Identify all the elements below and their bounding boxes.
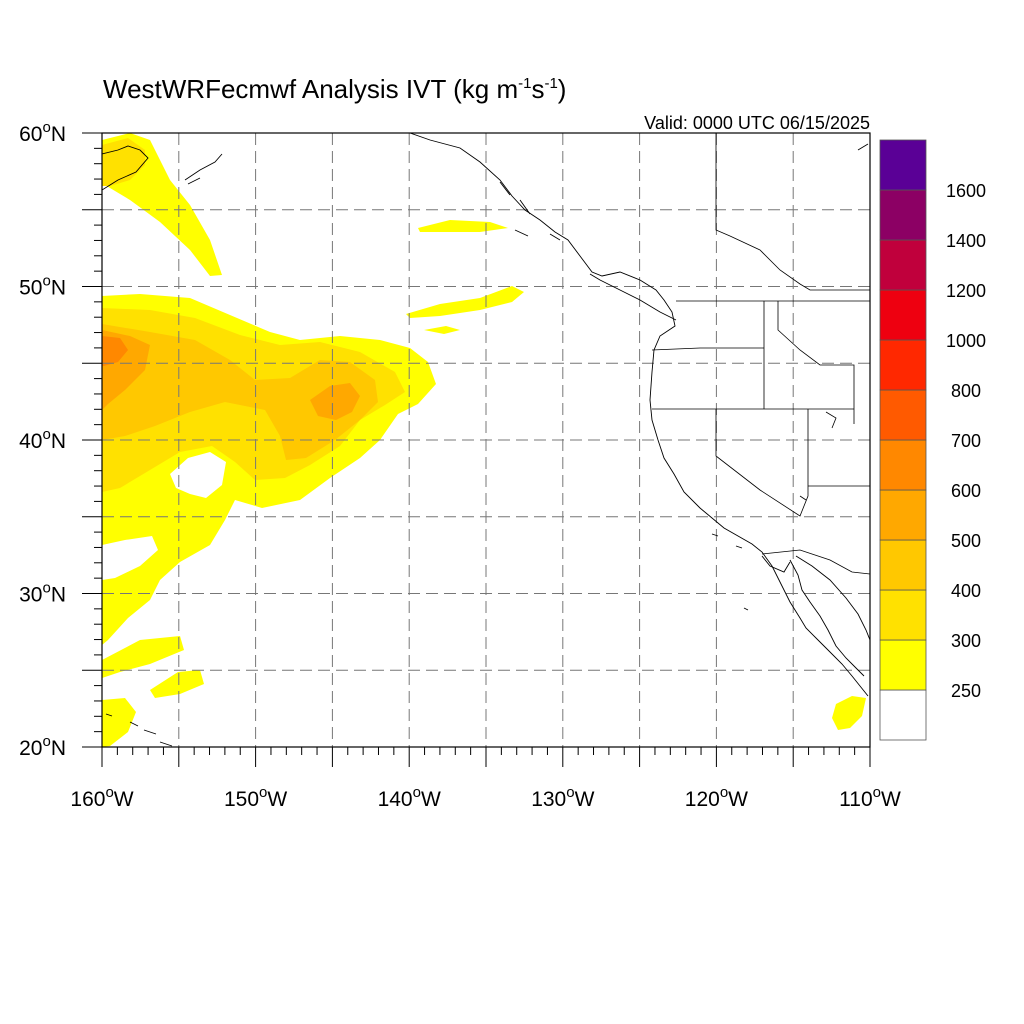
coastlines [102, 133, 870, 747]
colorbar-label: 700 [951, 431, 981, 451]
border-washington-oregon [651, 347, 764, 351]
ivt-region-sub-tropics-2 [150, 670, 204, 698]
colorbar-box [879, 139, 927, 191]
lon-tick-label: 140oW [378, 784, 441, 811]
colorbar-label: 500 [951, 531, 981, 551]
ivt-gap-2 [102, 536, 158, 580]
lat-tick-label: 30oN [19, 580, 66, 607]
lon-tick-label: 120oW [685, 784, 748, 811]
lat-tick-label: 40oN [19, 426, 66, 453]
ivt-region-north-300 [102, 138, 145, 186]
border-lake [799, 411, 837, 501]
ivt-region-ar-600 [102, 336, 128, 366]
chart-title: WestWRFecmwf Analysis IVT (kg m-1s-1) [103, 74, 566, 104]
colorbar-label: 1400 [946, 231, 986, 251]
colorbar-label: 1200 [946, 281, 986, 301]
colorbar-box [879, 339, 927, 391]
colorbar-box [879, 539, 927, 591]
lon-tick-label: 160oW [70, 784, 133, 811]
border-nevada [715, 409, 809, 517]
ivt-region-sub-tropics [102, 636, 184, 678]
lon-tick-label: 130oW [531, 784, 594, 811]
coastline-channel-islands [711, 533, 749, 611]
colorbar-label: 400 [951, 581, 981, 601]
lon-tick-label: 150oW [224, 784, 287, 811]
colorbar-label: 600 [951, 481, 981, 501]
colorbar-label: 1600 [946, 181, 986, 201]
colorbar-label: 800 [951, 381, 981, 401]
colorbar-box [879, 189, 927, 241]
ivt-region-mexico [832, 696, 866, 730]
colorbar-box [879, 389, 927, 441]
coastline-north-america [409, 133, 869, 697]
ivt-region-streak-c [424, 326, 460, 334]
colorbar-label: 300 [951, 631, 981, 651]
border-us-mexico [761, 549, 870, 575]
coastline-hawaii [105, 713, 173, 747]
colorbar: 250 300 400 500 600 700 800 1000 1200 1400 1600 [879, 139, 986, 741]
ivt-region-ar-400 [102, 324, 378, 460]
colorbar-label: 1000 [946, 331, 986, 351]
colorbar-box [879, 489, 927, 541]
map-panel [82, 132, 871, 767]
valid-time-label: Valid: 0000 UTC 06/15/2025 [644, 113, 870, 133]
ivt-region-hawaii [102, 698, 136, 747]
lat-tick-label: 20oN [19, 733, 66, 760]
coastline-islands-alaska [184, 153, 223, 185]
border-alaska-canada [715, 133, 870, 291]
colorbar-box [879, 639, 927, 691]
ivt-gap-1 [170, 452, 226, 498]
coastline-baja [761, 555, 865, 677]
axis-ticks [82, 132, 871, 767]
colorbar-label: 250 [951, 681, 981, 701]
colorbar-box [879, 289, 927, 341]
lat-tick-label: 60oN [19, 119, 66, 146]
border-idaho [763, 301, 855, 424]
political-boundaries [651, 133, 870, 575]
coastline-bc-islands [499, 181, 677, 321]
colorbar-box [879, 689, 927, 741]
coastline-gulf [795, 555, 870, 641]
coastline-alaska-west [102, 145, 149, 191]
ivt-region-streak-a [406, 286, 524, 318]
colorbar-box [879, 239, 927, 291]
colorbar-box [879, 589, 927, 641]
longitude-labels: 160oW 150oW 140oW 130oW 120oW 110oW [70, 784, 901, 811]
ivt-region-ar-500 [310, 383, 360, 420]
latitude-labels: 60oN 50oN 40oN 30oN 20oN [19, 119, 66, 760]
lat-tick-label: 50oN [19, 273, 66, 300]
lon-tick-label: 110oW [839, 784, 901, 811]
colorbar-box [879, 439, 927, 491]
